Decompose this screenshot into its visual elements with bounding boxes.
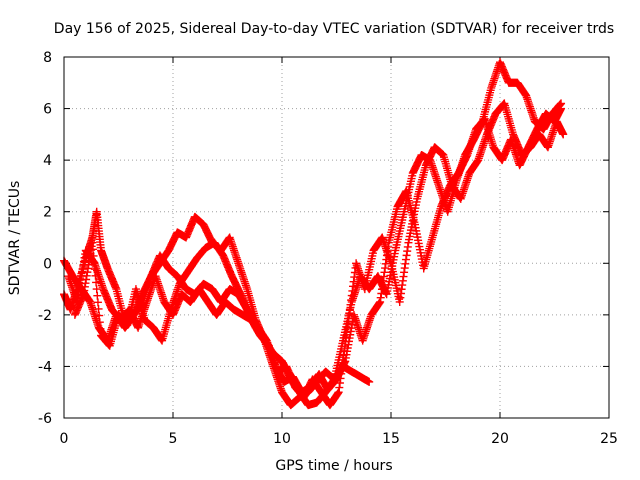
x-axis-label: GPS time / hours <box>275 458 392 474</box>
x-tick-label: 10 <box>273 431 291 447</box>
data-point <box>365 377 374 386</box>
y-tick-label: 0 <box>43 256 52 272</box>
y-tick-label: 2 <box>43 205 52 221</box>
y-tick-label: 6 <box>43 102 52 118</box>
x-tick-labels: 0 5 10 15 20 25 <box>60 431 618 447</box>
y-axis-label: SDTVAR / TECUs <box>7 181 23 296</box>
y-tick-label: -4 <box>38 359 52 375</box>
y-tick-label: -6 <box>38 411 52 427</box>
plot-points <box>60 58 568 410</box>
data-point <box>557 104 566 113</box>
x-tick-label: 5 <box>169 431 178 447</box>
data-point <box>559 130 568 139</box>
y-tick-label: 8 <box>43 50 52 66</box>
y-tick-labels: -6 -4 -2 0 2 4 6 8 <box>38 50 52 427</box>
chart-title: Day 156 of 2025, Sidereal Day-to-day VTE… <box>54 21 614 37</box>
y-tick-label: 4 <box>43 153 52 169</box>
plot-frame <box>63 56 610 419</box>
x-tick-label: 20 <box>491 431 509 447</box>
grid-lines <box>64 57 609 418</box>
axis-ticks <box>63 56 610 419</box>
x-tick-label: 25 <box>600 431 618 447</box>
x-tick-label: 0 <box>60 431 69 447</box>
x-tick-label: 15 <box>382 431 400 447</box>
y-tick-label: -2 <box>38 308 52 324</box>
